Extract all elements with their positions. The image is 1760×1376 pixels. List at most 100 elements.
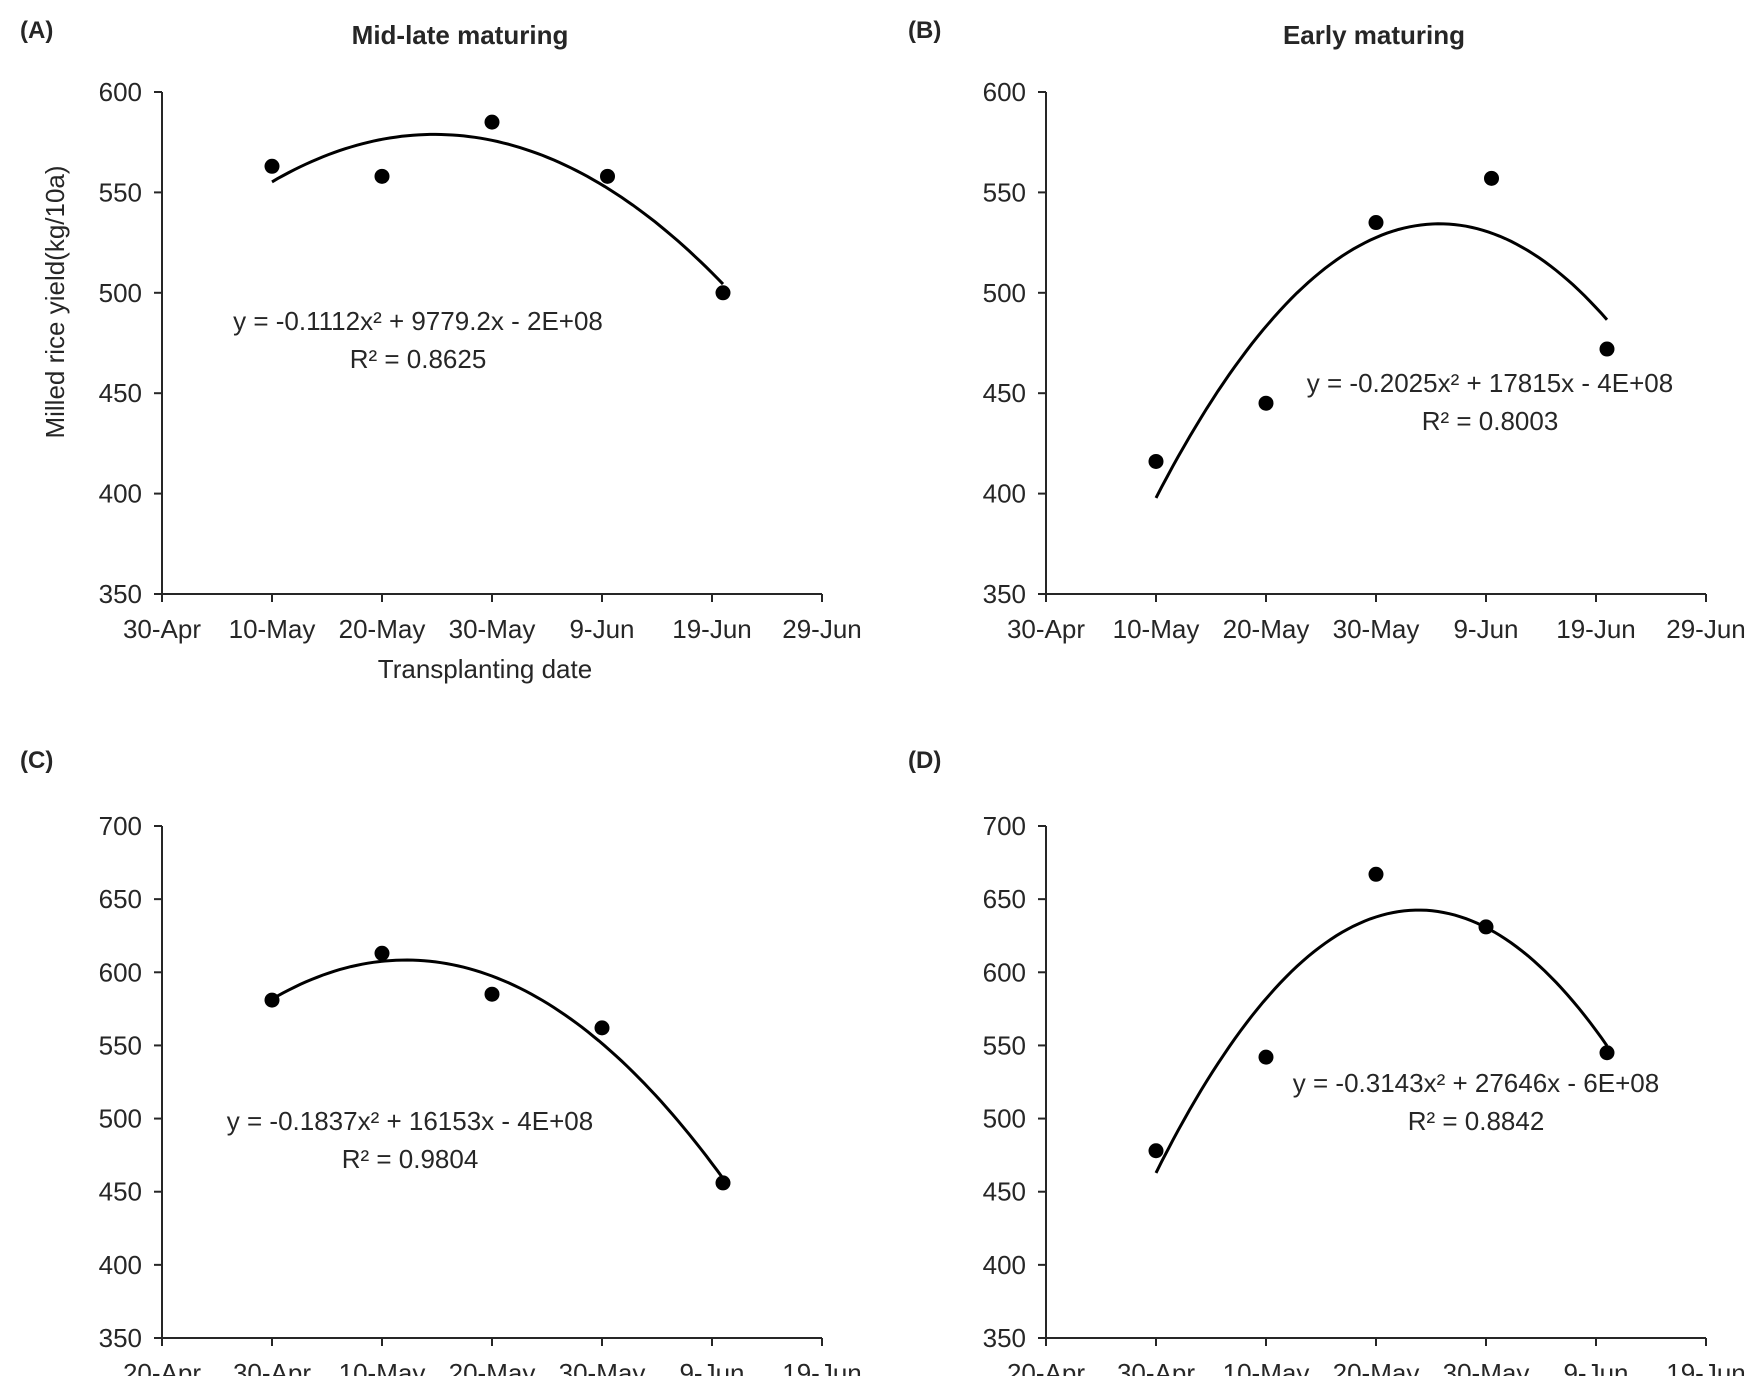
y-tick-label: 600 (99, 957, 142, 987)
y-tick-label: 600 (983, 77, 1026, 107)
y-tick-label: 450 (99, 1177, 142, 1207)
y-tick-label: 650 (983, 884, 1026, 914)
x-tick-label: 30-May (1333, 614, 1420, 644)
data-point (715, 1175, 731, 1191)
x-tick-label: 9-Jun (1453, 614, 1518, 644)
y-tick-label: 550 (983, 177, 1026, 207)
y-tick-label: 400 (983, 479, 1026, 509)
y-tick-label: 500 (983, 278, 1026, 308)
x-tick-label: 19-Jun (1666, 1358, 1746, 1376)
y-tick-label: 700 (983, 811, 1026, 841)
panel-title: Early maturing (1283, 20, 1465, 50)
data-point (484, 986, 500, 1002)
y-tick-label: 500 (983, 1104, 1026, 1134)
x-tick-label: 19-Jun (672, 614, 752, 644)
trend-equation: y = -0.3143x² + 27646x - 6E+08 (1293, 1068, 1659, 1098)
x-tick-label: 9-Jun (679, 1358, 744, 1376)
panel-c: (C) y = -0.1837x² + 16153x - 4E+08 R² = … (20, 747, 862, 1376)
plot-area: 350 400 450 500 550 600 650 700 20-Apr 30-Apr 10-M… (99, 811, 862, 1376)
x-tick-label: 20-Apr (123, 1358, 201, 1376)
panel-a: (A) Mid-late maturing Milled rice yield(… (20, 17, 862, 684)
plot-area: 350 400 450 500 550 600 30-Apr 10-May 20-May 30-M… (983, 77, 1746, 644)
panel-b: (B) Early maturing y = -0.2025x² + 17815… (908, 17, 1746, 644)
data-point (594, 1020, 610, 1036)
x-tick-label: 10-May (229, 614, 316, 644)
y-tick-label: 450 (99, 378, 142, 408)
trend-line (271, 132, 725, 286)
data-point (600, 168, 615, 184)
y-tick-label: 550 (983, 1030, 1026, 1060)
data-point (1478, 919, 1494, 935)
data-point (374, 168, 390, 184)
x-tick-label: 29-Jun (1666, 614, 1746, 644)
r-squared-label: R² = 0.8842 (1408, 1106, 1545, 1136)
data-point (1368, 215, 1384, 231)
y-tick-label: 600 (99, 77, 142, 107)
data-point (1484, 170, 1499, 186)
x-tick-label: 20-Apr (1007, 1358, 1085, 1376)
y-tick-label: 400 (983, 1250, 1026, 1280)
y-tick-label: 450 (983, 378, 1026, 408)
x-tick-label: 10-May (1223, 1358, 1310, 1376)
data-point (1148, 1143, 1164, 1159)
x-tick-label: 20-May (339, 614, 426, 644)
data-point (1258, 1049, 1274, 1065)
x-tick-label: 20-May (1223, 614, 1310, 644)
r-squared-label: R² = 0.8003 (1422, 406, 1559, 436)
x-tick-label: 30-May (1443, 1358, 1530, 1376)
data-point (374, 945, 390, 961)
y-tick-label: 350 (99, 1323, 142, 1353)
x-tick-label: 10-May (339, 1358, 426, 1376)
trend-line (1154, 908, 1609, 1174)
x-tick-label: 20-May (449, 1358, 536, 1376)
x-tick-label: 20-May (1333, 1358, 1420, 1376)
panel-title: Mid-late maturing (352, 20, 569, 50)
x-tick-label: 30-Apr (1117, 1358, 1195, 1376)
data-point (1368, 866, 1384, 882)
plot-area: 350 400 450 500 550 600 650 700 20-Apr 30-Apr 10-M… (983, 811, 1746, 1376)
y-tick-label: 550 (99, 177, 142, 207)
y-tick-label: 650 (99, 884, 142, 914)
x-tick-label: 30-May (559, 1358, 646, 1376)
y-tick-label: 350 (983, 579, 1026, 609)
x-tick-label: 29-Jun (782, 614, 862, 644)
trend-equation: y = -0.1837x² + 16153x - 4E+08 (227, 1106, 593, 1136)
trend-equation: y = -0.2025x² + 17815x - 4E+08 (1307, 368, 1673, 398)
panel-label: (C) (20, 747, 53, 774)
data-point (1148, 453, 1164, 469)
x-tick-label: 9-Jun (1563, 1358, 1628, 1376)
y-tick-label: 700 (99, 811, 142, 841)
plot-area: 350 400 450 500 550 600 30-Apr 10-May 20-May 30-M… (99, 77, 862, 644)
data-point (264, 992, 280, 1008)
r-squared-label: R² = 0.9804 (342, 1144, 479, 1174)
y-tick-label: 550 (99, 1030, 142, 1060)
y-tick-label: 400 (99, 479, 142, 509)
y-tick-label: 350 (99, 579, 142, 609)
data-point (1599, 341, 1615, 357)
y-axis-title: Milled rice yield(kg/10a) (40, 165, 70, 438)
panel-label: (B) (908, 17, 941, 44)
y-tick-label: 600 (983, 957, 1026, 987)
panel-d: (D) y = -0.3143x² + 27646x - 6E+08 R² = … (908, 747, 1746, 1376)
x-tick-label: 9-Jun (569, 614, 634, 644)
trend-equation: y = -0.1112x² + 9779.2x - 2E+08 (233, 306, 603, 336)
panel-label: (A) (20, 17, 53, 44)
trend-line (271, 958, 725, 1180)
data-point (264, 158, 280, 174)
trend-line (1154, 222, 1609, 499)
y-tick-label: 500 (99, 278, 142, 308)
x-tick-label: 30-Apr (123, 614, 201, 644)
x-tick-label: 30-May (449, 614, 536, 644)
y-tick-label: 500 (99, 1104, 142, 1134)
data-point (1258, 395, 1274, 411)
y-tick-label: 400 (99, 1250, 142, 1280)
x-tick-label: 19-Jun (782, 1358, 862, 1376)
r-squared-label: R² = 0.8625 (350, 344, 487, 374)
x-tick-label: 30-Apr (1007, 614, 1085, 644)
x-tick-label: 19-Jun (1556, 614, 1636, 644)
x-tick-label: 30-Apr (233, 1358, 311, 1376)
data-point (715, 285, 731, 301)
data-point (484, 114, 500, 130)
panel-label: (D) (908, 747, 941, 774)
y-tick-label: 350 (983, 1323, 1026, 1353)
